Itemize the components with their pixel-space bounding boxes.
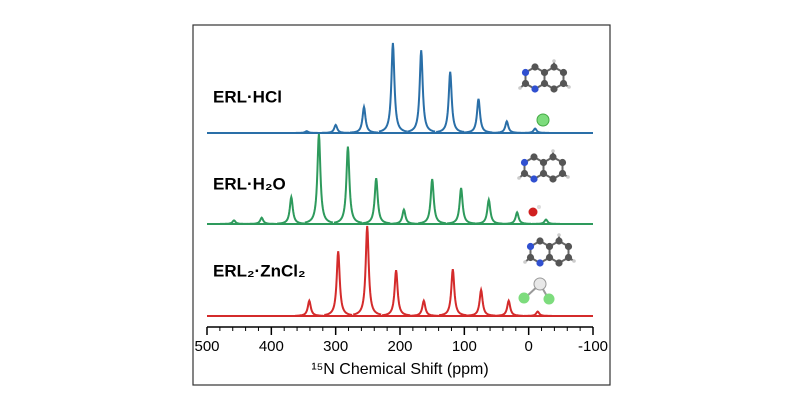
peak	[378, 42, 408, 133]
peak	[333, 146, 363, 224]
peak	[447, 187, 476, 225]
water-oxygen	[528, 207, 538, 217]
peak	[277, 193, 306, 225]
peak	[353, 225, 382, 316]
molecule-icon	[516, 148, 571, 184]
peak	[409, 298, 438, 317]
peak	[362, 177, 391, 225]
peak	[220, 219, 248, 225]
x-tick-label: 300	[323, 338, 348, 355]
series-name: ERL·HCl	[213, 87, 282, 106]
plot-frame	[192, 24, 611, 386]
peak	[532, 218, 560, 225]
zinc-chloride	[518, 277, 555, 305]
molecule-icon	[517, 58, 572, 94]
peak	[349, 102, 379, 134]
x-tick-label: 0	[524, 338, 532, 355]
peak	[295, 298, 324, 317]
x-tick-label: 400	[259, 338, 284, 355]
peak	[436, 71, 465, 133]
peak	[492, 119, 521, 134]
peak	[247, 216, 276, 225]
peak	[521, 127, 550, 134]
water-hydrogen	[537, 205, 541, 209]
peak	[304, 133, 334, 224]
peak	[324, 251, 353, 316]
peak	[381, 269, 411, 317]
peak	[474, 196, 503, 225]
x-tick-label: -100	[578, 338, 608, 355]
series-name: ERL·H₂O	[213, 174, 286, 193]
x-axis-label: ¹⁵N Chemical Shift (ppm)	[311, 361, 488, 378]
peak	[466, 285, 496, 317]
chloride-ion	[536, 113, 550, 127]
peak	[464, 98, 493, 134]
peak	[292, 130, 321, 134]
peak	[503, 210, 532, 225]
series-name: ERL₂·ZnCl₂	[213, 261, 306, 280]
x-tick-label: 200	[387, 338, 412, 355]
peak	[523, 310, 552, 317]
peak	[389, 207, 419, 225]
peak	[438, 269, 467, 317]
molecule-icon	[522, 232, 577, 268]
x-tick-label: 500	[194, 338, 219, 355]
peak	[418, 178, 447, 225]
peak	[321, 123, 350, 134]
x-tick-label: 100	[452, 338, 477, 355]
peak	[407, 50, 436, 133]
peak	[494, 298, 523, 317]
